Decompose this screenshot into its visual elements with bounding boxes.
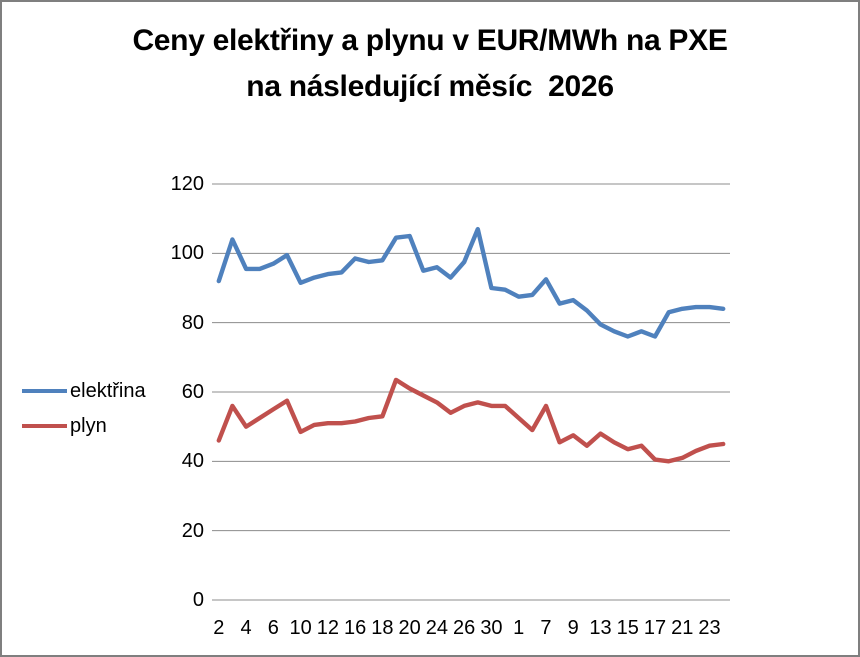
x-tick-label-14: 20 bbox=[398, 617, 421, 639]
legend-swatch-elektrina bbox=[22, 389, 67, 393]
x-tick-label-34: 21 bbox=[671, 617, 694, 639]
y-tick-label-0: 0 bbox=[192, 589, 204, 611]
y-tick-label-60: 60 bbox=[181, 381, 204, 403]
x-tick-label-8: 12 bbox=[316, 617, 339, 639]
legend-label-plyn: plyn bbox=[70, 415, 107, 437]
legend-item-elektrina: elektřina bbox=[22, 379, 146, 403]
x-tick-label-18: 26 bbox=[453, 617, 476, 639]
x-tick-label-22: 1 bbox=[513, 617, 525, 639]
y-tick-label-80: 80 bbox=[181, 311, 204, 334]
x-tick-label-4: 6 bbox=[267, 617, 279, 639]
plot-area bbox=[212, 183, 730, 601]
legend-swatch-plyn bbox=[22, 424, 67, 428]
chart-title-line1: Ceny elektřiny a plynu v EUR/MWh na PXE bbox=[132, 24, 728, 57]
x-tick-label-36: 23 bbox=[698, 617, 721, 639]
line-chart bbox=[212, 183, 730, 601]
x-tick-label-0: 2 bbox=[213, 617, 225, 639]
y-tick-label-40: 40 bbox=[181, 450, 204, 473]
y-tick-label-100: 100 bbox=[170, 242, 204, 265]
x-tick-label-2: 4 bbox=[240, 617, 252, 639]
x-tick-label-28: 13 bbox=[589, 617, 612, 639]
x-tick-label-26: 9 bbox=[567, 617, 579, 639]
x-tick-label-24: 7 bbox=[540, 617, 552, 639]
x-tick-label-16: 24 bbox=[425, 617, 449, 639]
chart-title-line2: na následující měsíc 2026 bbox=[246, 70, 614, 103]
y-tick-label-20: 20 bbox=[181, 519, 204, 542]
x-tick-label-12: 18 bbox=[371, 617, 394, 639]
x-tick-label-10: 16 bbox=[344, 617, 367, 639]
y-tick-label-120: 120 bbox=[170, 173, 204, 195]
chart-title: Ceny elektřiny a plynu v EUR/MWh na PXE … bbox=[2, 18, 858, 110]
x-tick-label-30: 15 bbox=[616, 617, 639, 639]
x-tick-label-20: 30 bbox=[480, 617, 503, 639]
x-tick-label-32: 17 bbox=[643, 617, 667, 639]
series-line-elektřina bbox=[216, 226, 726, 339]
series-line-plyn bbox=[216, 377, 726, 464]
legend-item-plyn: plyn bbox=[22, 414, 107, 438]
x-tick-label-6: 10 bbox=[289, 617, 312, 639]
legend-label-elektrina: elektřina bbox=[70, 380, 146, 402]
